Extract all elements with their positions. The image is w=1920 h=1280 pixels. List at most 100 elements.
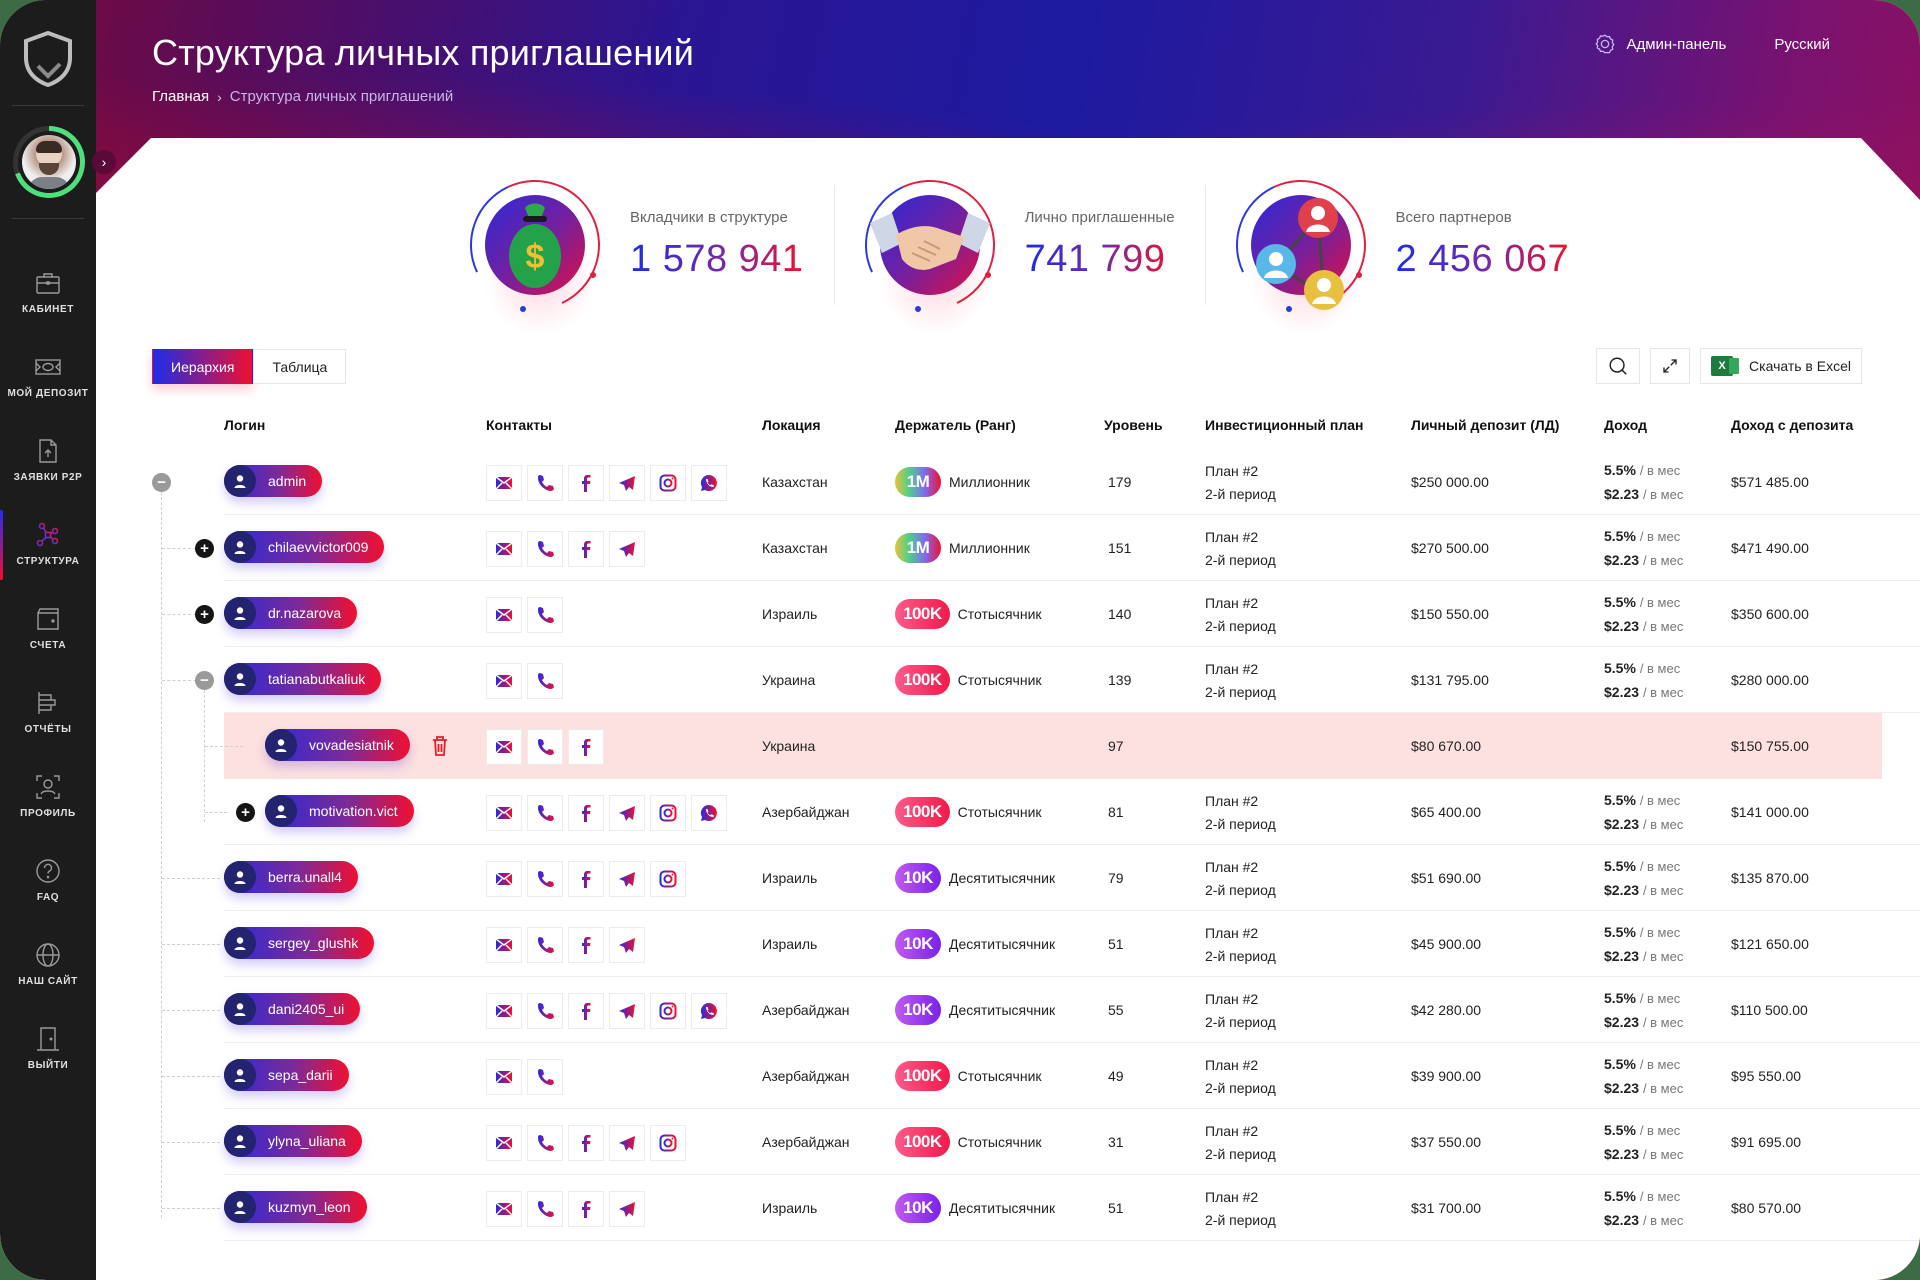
login-pill[interactable]: kuzmyn_leon xyxy=(224,1191,367,1223)
login-pill[interactable]: ylyna_uliana xyxy=(224,1125,362,1157)
contact-whatsapp-button[interactable] xyxy=(691,465,727,501)
contact-email-button[interactable] xyxy=(486,993,522,1029)
contact-email-button[interactable] xyxy=(486,663,522,699)
contact-instagram-button[interactable] xyxy=(650,861,686,897)
sidebar-item-faq[interactable]: FAQ xyxy=(0,838,96,922)
contact-instagram-button[interactable] xyxy=(650,1125,686,1161)
login-pill[interactable]: chilaevvictor009 xyxy=(224,531,385,563)
table-row[interactable]: sergey_glushk Израиль 10K Десятитысячник 5… xyxy=(162,911,1920,977)
login-pill[interactable]: sepa_darii xyxy=(224,1059,349,1091)
sidebar-item-reports[interactable]: ОТЧЁТЫ xyxy=(0,670,96,754)
contact-email-button[interactable] xyxy=(486,795,522,831)
contact-email-button[interactable] xyxy=(486,531,522,567)
sidebar-item-profile[interactable]: ПРОФИЛЬ xyxy=(0,754,96,838)
contact-telegram-button[interactable] xyxy=(609,465,645,501)
contact-phone-button[interactable] xyxy=(527,729,563,765)
fullscreen-button[interactable] xyxy=(1650,348,1691,384)
contact-phone-button[interactable] xyxy=(527,465,563,501)
contact-facebook-button[interactable] xyxy=(568,729,604,765)
col-login[interactable]: Логин xyxy=(224,417,266,433)
table-row[interactable]: + motivation.vict Азербайджан 100K Стотыс… xyxy=(205,779,1920,845)
sidebar-item-logout[interactable]: ВЫЙТИ xyxy=(0,1006,96,1090)
contact-facebook-button[interactable] xyxy=(568,861,604,897)
col-level[interactable]: Уровень xyxy=(1104,417,1163,433)
expand-node-button[interactable]: + xyxy=(195,605,214,624)
contact-email-button[interactable] xyxy=(486,927,522,963)
contact-phone-button[interactable] xyxy=(527,795,563,831)
table-row[interactable]: kuzmyn_leon Израиль 10K Десятитысячник 51 … xyxy=(162,1175,1920,1241)
expand-node-button[interactable]: + xyxy=(236,803,255,822)
login-pill[interactable]: tatianabutkaliuk xyxy=(224,663,382,695)
contact-instagram-button[interactable] xyxy=(650,993,686,1029)
login-pill[interactable]: dani2405_ui xyxy=(224,993,361,1025)
sidebar-item-accounts[interactable]: СЧЕТА xyxy=(0,586,96,670)
tab-table[interactable]: Таблица xyxy=(253,349,347,384)
collapse-node-button[interactable]: − xyxy=(152,473,171,492)
expand-node-button[interactable]: + xyxy=(195,539,214,558)
sidebar-item-my-deposit[interactable]: МОЙ ДЕПОЗИТ xyxy=(0,334,96,418)
login-pill[interactable]: admin xyxy=(224,465,323,497)
table-row[interactable]: dani2405_ui Азербайджан 10K Десятитысячни… xyxy=(162,977,1920,1043)
delete-icon[interactable] xyxy=(430,735,450,757)
login-pill[interactable]: berra.unall4 xyxy=(224,861,358,893)
contact-facebook-button[interactable] xyxy=(568,1191,604,1227)
table-row[interactable]: berra.unall4 Израиль 10K Десятитысячник 79… xyxy=(162,845,1920,911)
sidebar-item-structure[interactable]: СТРУКТУРА xyxy=(0,502,96,586)
contact-facebook-button[interactable] xyxy=(568,795,604,831)
contact-phone-button[interactable] xyxy=(527,597,563,633)
col-deposit-income[interactable]: Доход с депозита xyxy=(1731,417,1854,433)
breadcrumb-home[interactable]: Главная xyxy=(152,88,210,105)
contact-facebook-button[interactable] xyxy=(568,1125,604,1161)
search-button[interactable] xyxy=(1596,348,1641,384)
contact-email-button[interactable] xyxy=(486,1191,522,1227)
table-row[interactable]: − admin Казахстан 1M Миллионник 179 План #… xyxy=(152,449,1920,515)
contact-facebook-button[interactable] xyxy=(568,531,604,567)
table-row[interactable]: + chilaevvictor009 Казахстан 1M Миллионни… xyxy=(162,515,1920,581)
contact-telegram-button[interactable] xyxy=(609,1191,645,1227)
admin-panel-link[interactable]: Админ-панель xyxy=(1594,33,1726,55)
contact-email-button[interactable] xyxy=(486,465,522,501)
contact-instagram-button[interactable] xyxy=(650,465,686,501)
contact-whatsapp-button[interactable] xyxy=(691,993,727,1029)
shield-logo-icon[interactable] xyxy=(22,30,74,88)
col-income[interactable]: Доход xyxy=(1604,417,1648,433)
language-selector[interactable]: Русский xyxy=(1774,35,1830,53)
contact-facebook-button[interactable] xyxy=(568,927,604,963)
login-pill[interactable]: sergey_glushk xyxy=(224,927,375,959)
contact-whatsapp-button[interactable] xyxy=(691,795,727,831)
contact-phone-button[interactable] xyxy=(527,531,563,567)
contact-phone-button[interactable] xyxy=(527,1125,563,1161)
contact-email-button[interactable] xyxy=(486,1125,522,1161)
table-row[interactable]: sepa_darii Азербайджан 100K Стотысячник 49… xyxy=(162,1043,1920,1109)
login-pill[interactable]: dr.nazarova xyxy=(224,597,358,629)
contact-telegram-button[interactable] xyxy=(609,531,645,567)
table-row[interactable]: + dr.nazarova Израиль 100K Стотысячник 140… xyxy=(162,581,1920,647)
sidebar-expand-button[interactable]: › xyxy=(92,150,116,174)
contact-phone-button[interactable] xyxy=(527,927,563,963)
table-row[interactable]: − tatianabutkaliuk Украина 100K Стотысячн… xyxy=(162,647,1920,713)
table-row[interactable]: ylyna_uliana Азербайджан 100K Стотысячник… xyxy=(162,1109,1920,1175)
collapse-node-button[interactable]: − xyxy=(195,671,214,690)
contact-facebook-button[interactable] xyxy=(568,465,604,501)
login-pill[interactable]: vovadesiatnik xyxy=(265,729,410,761)
table-row[interactable]: vovadesiatnik Украина 97 $80 670.00 $150 755… xyxy=(205,713,1882,779)
contact-telegram-button[interactable] xyxy=(609,795,645,831)
contact-phone-button[interactable] xyxy=(527,1191,563,1227)
sidebar-item-our-site[interactable]: НАШ САЙТ xyxy=(0,922,96,1006)
contact-facebook-button[interactable] xyxy=(568,993,604,1029)
contact-instagram-button[interactable] xyxy=(650,795,686,831)
download-excel-button[interactable]: X Скачать в Excel xyxy=(1700,348,1862,384)
col-contacts[interactable]: Контакты xyxy=(486,417,553,433)
contact-email-button[interactable] xyxy=(486,861,522,897)
contact-email-button[interactable] xyxy=(486,597,522,633)
contact-telegram-button[interactable] xyxy=(609,927,645,963)
contact-phone-button[interactable] xyxy=(527,993,563,1029)
contact-email-button[interactable] xyxy=(486,1059,522,1095)
col-rank[interactable]: Держатель (Ранг) xyxy=(895,417,1016,433)
sidebar-item-cabinet[interactable]: КАБИНЕТ xyxy=(0,250,96,334)
contact-telegram-button[interactable] xyxy=(609,993,645,1029)
contact-telegram-button[interactable] xyxy=(609,1125,645,1161)
user-avatar[interactable] xyxy=(13,126,85,198)
contact-phone-button[interactable] xyxy=(527,663,563,699)
col-investment-plan[interactable]: Инвестиционный план xyxy=(1205,417,1364,433)
